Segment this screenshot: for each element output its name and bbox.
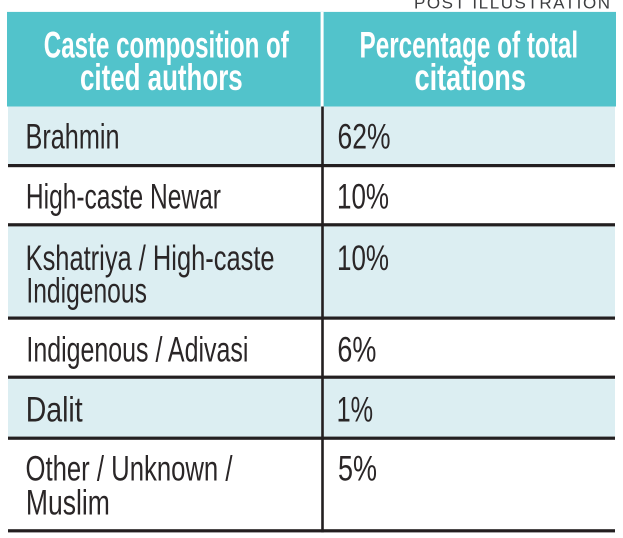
svg-text:Dalit: Dalit [26, 390, 83, 429]
svg-text:citations: citations [415, 57, 526, 98]
svg-text:POST ILLUSTRATION: POST ILLUSTRATION [414, 0, 610, 13]
svg-text:Other / Unknown /: Other / Unknown / [26, 450, 233, 489]
svg-text:10%: 10% [337, 177, 389, 216]
svg-text:Muslim: Muslim [26, 483, 110, 522]
svg-text:62%: 62% [338, 117, 391, 156]
svg-text:Indigenous: Indigenous [26, 271, 146, 310]
svg-text:Indigenous / Adivasi: Indigenous / Adivasi [26, 330, 248, 369]
svg-text:5%: 5% [338, 450, 377, 489]
svg-text:High-caste Newar: High-caste Newar [26, 177, 221, 216]
svg-text:Brahmin: Brahmin [26, 117, 120, 156]
svg-text:10%: 10% [337, 239, 389, 278]
svg-text:cited authors: cited authors [80, 57, 243, 98]
svg-text:1%: 1% [337, 390, 374, 429]
svg-text:Kshatriya / High-caste: Kshatriya / High-caste [26, 239, 275, 278]
svg-text:6%: 6% [337, 330, 376, 369]
svg-text:Caste composition of: Caste composition of [44, 25, 289, 66]
svg-text:Percentage of total: Percentage of total [360, 24, 579, 65]
